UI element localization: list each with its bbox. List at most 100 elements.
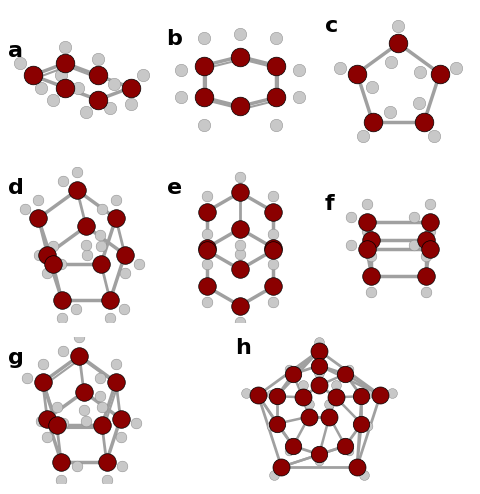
Text: d: d [8,178,24,198]
Point [270,283,277,290]
Point [57,260,65,268]
Point [273,35,280,42]
Point [121,250,129,258]
Point [96,232,104,240]
Point [200,121,207,128]
Point [420,118,428,126]
Point [107,104,114,112]
Point [36,251,43,259]
Point [315,347,323,355]
Point [387,58,395,66]
Point [332,381,339,389]
Point [236,302,244,310]
Point [117,414,124,422]
Point [353,70,361,78]
Point [35,196,42,204]
Point [289,442,297,450]
Point [270,260,277,268]
Point [299,393,307,401]
Point [277,463,285,471]
Point [44,269,51,277]
Text: h: h [235,338,251,358]
Point [98,403,106,411]
Point [270,207,277,215]
Point [200,62,207,70]
Point [267,422,275,430]
Text: e: e [167,178,182,198]
Point [53,421,60,429]
Point [58,72,65,80]
Point [43,433,51,441]
Text: f: f [325,194,335,214]
Point [395,40,402,47]
Point [37,417,45,425]
Text: b: b [167,29,182,49]
Point [73,462,81,470]
Point [203,283,210,290]
Point [395,22,402,30]
Point [416,68,423,76]
Point [98,206,106,213]
Point [315,457,323,465]
Point [426,218,434,226]
Point [369,82,376,90]
Point [82,108,90,116]
Point [295,93,303,101]
Point [422,288,430,296]
Point [112,378,120,386]
Point [315,338,323,346]
Point [203,244,210,252]
Point [203,298,210,306]
Point [273,62,280,70]
Point [325,400,333,408]
Point [267,390,275,398]
Point [315,381,323,389]
Point [315,355,323,363]
Point [347,241,355,248]
Point [431,132,438,140]
Point [21,206,28,213]
Point [117,433,124,441]
Point [110,80,118,87]
Text: a: a [8,41,23,61]
Point [203,192,210,200]
Point [305,400,313,408]
Point [61,83,69,91]
Point [236,30,244,38]
Point [367,236,375,244]
Point [273,93,280,101]
Point [49,242,57,250]
Point [58,296,66,304]
Point [353,463,361,471]
Text: c: c [325,16,338,36]
Point [61,59,69,67]
Point [336,64,344,72]
Point [120,305,128,313]
Point [426,245,434,253]
Point [364,422,372,430]
Point [332,393,339,401]
Point [43,414,51,422]
Point [58,314,66,322]
Point [84,251,91,259]
Point [436,70,444,78]
Point [112,360,120,368]
Point [17,59,24,67]
Point [135,260,143,268]
Point [369,118,377,126]
Point [346,365,353,372]
Point [273,420,281,428]
Point [75,333,83,341]
Point [358,392,365,400]
Point [53,403,60,411]
Point [49,260,57,268]
Point [270,246,277,254]
Point [82,417,90,425]
Point [389,389,396,397]
Point [367,288,375,296]
Point [315,369,323,377]
Point [270,298,277,306]
Point [82,241,90,248]
Point [367,272,375,280]
Point [270,244,277,252]
